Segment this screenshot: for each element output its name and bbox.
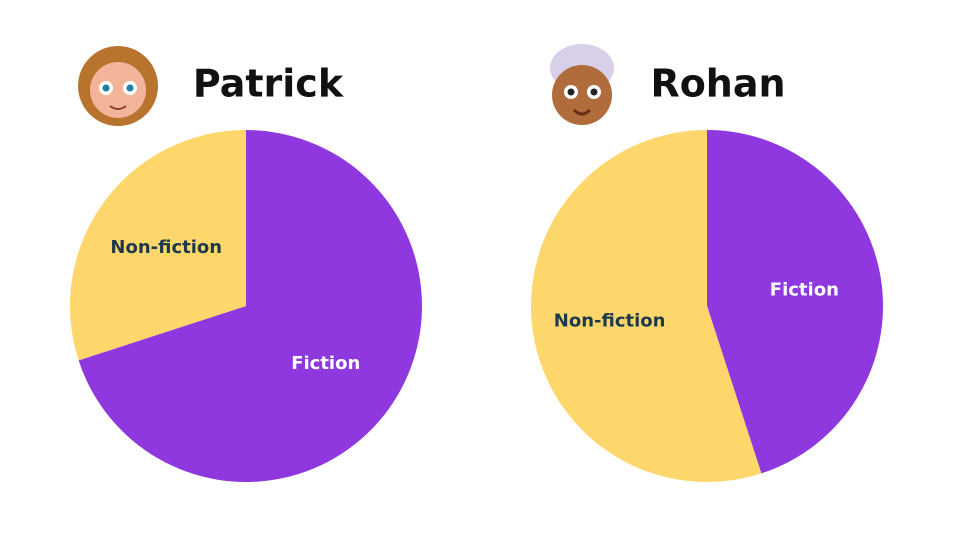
chart-title: Patrick (193, 62, 344, 106)
slice-label: Fiction (291, 353, 360, 374)
avatar-patrick (78, 46, 158, 126)
pie-slice (69, 130, 246, 361)
slice-label: Non-fiction (110, 237, 222, 258)
slice-label: Fiction (770, 280, 839, 301)
pie-slice (531, 130, 762, 482)
chart-title: Rohan (650, 62, 785, 106)
avatar-rohan (550, 44, 614, 125)
pie-slice (707, 130, 884, 474)
slice-label: Non-fiction (554, 310, 666, 331)
pie-slice (78, 130, 422, 482)
